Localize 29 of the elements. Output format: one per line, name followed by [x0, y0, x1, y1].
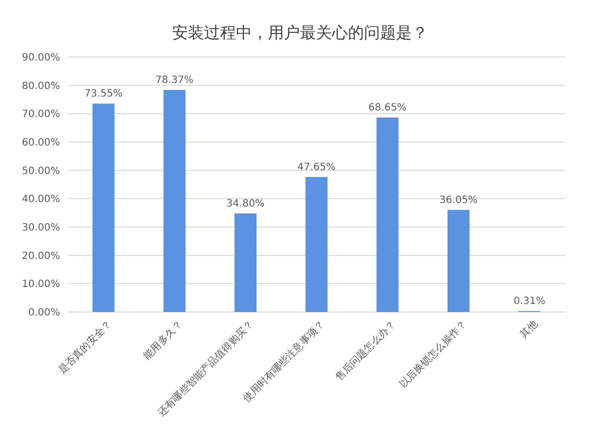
y-tick-label: 50.00%	[22, 166, 60, 177]
x-tick-label: 其他	[517, 318, 540, 341]
y-tick-label: 0.00%	[28, 308, 60, 318]
y-tick-label: 10.00%	[22, 279, 60, 290]
bar	[234, 213, 257, 312]
data-label: 34.80%	[226, 198, 265, 210]
bar	[163, 90, 186, 312]
data-label: 47.65%	[297, 162, 336, 173]
chart-title: 安装过程中，用户最关心的问题是？	[172, 23, 428, 42]
y-tick-label: 90.00%	[22, 52, 60, 64]
y-tick-label: 40.00%	[22, 194, 60, 206]
bar	[447, 210, 470, 312]
x-tick-label: 售后问题怎么办？	[333, 318, 398, 384]
y-tick-label: 60.00%	[22, 138, 60, 148]
data-label: 0.31%	[514, 296, 546, 308]
data-label: 78.37%	[155, 74, 194, 86]
y-tick-label: 20.00%	[22, 250, 60, 262]
x-tick-label: 是否真的安全？	[56, 318, 114, 376]
x-tick-label: 能用多久？	[141, 318, 186, 362]
bar	[305, 176, 328, 312]
data-label: 73.55%	[84, 88, 123, 100]
bar	[92, 104, 115, 312]
y-tick-label: 30.00%	[22, 222, 60, 234]
y-tick-label: 70.00%	[22, 109, 60, 120]
y-tick-label: 80.00%	[22, 80, 60, 92]
data-label: 68.65%	[368, 102, 407, 114]
data-label: 36.05%	[439, 194, 478, 206]
x-tick-label: 以后换锁怎么操作？	[396, 318, 470, 390]
bar	[376, 117, 399, 312]
